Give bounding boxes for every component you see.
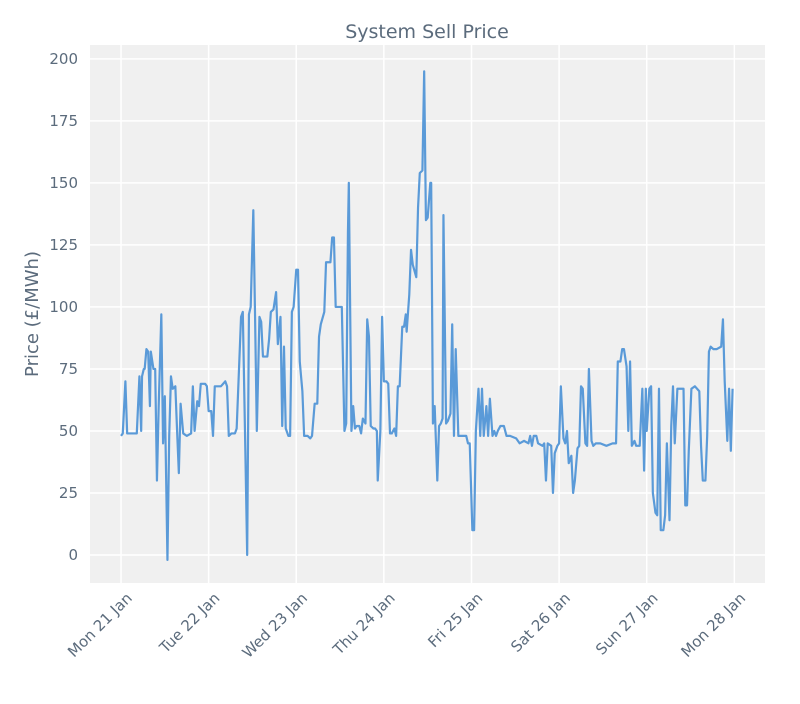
y-axis-label: Price (£/MWh) <box>22 251 43 377</box>
y-tick-label: 75 <box>59 360 78 378</box>
y-tick-label: 50 <box>59 422 78 440</box>
price-line <box>120 70 734 562</box>
plot-area <box>90 45 765 583</box>
x-tick-label: Sat 26 Jan <box>507 589 574 656</box>
x-tick-label: Fri 25 Jan <box>424 589 486 651</box>
y-tick-label: 100 <box>49 298 78 316</box>
x-tick-label: Thu 24 Jan <box>329 589 399 659</box>
y-tick-label: 0 <box>68 546 78 564</box>
y-tick-label: 175 <box>49 112 78 130</box>
x-tick-label: Sun 27 Jan <box>592 589 661 658</box>
y-tick-label: 200 <box>49 50 78 68</box>
y-tick-label: 150 <box>49 174 78 192</box>
x-tick-label: Mon 21 Jan <box>64 589 136 661</box>
y-tick-label: 25 <box>59 484 78 502</box>
x-tick-label: Tue 22 Jan <box>155 589 223 657</box>
x-tick-label: Wed 23 Jan <box>239 589 311 661</box>
y-tick-label: 125 <box>49 236 78 254</box>
chart-title: System Sell Price <box>345 21 509 43</box>
x-tick-label: Mon 28 Jan <box>677 589 749 661</box>
